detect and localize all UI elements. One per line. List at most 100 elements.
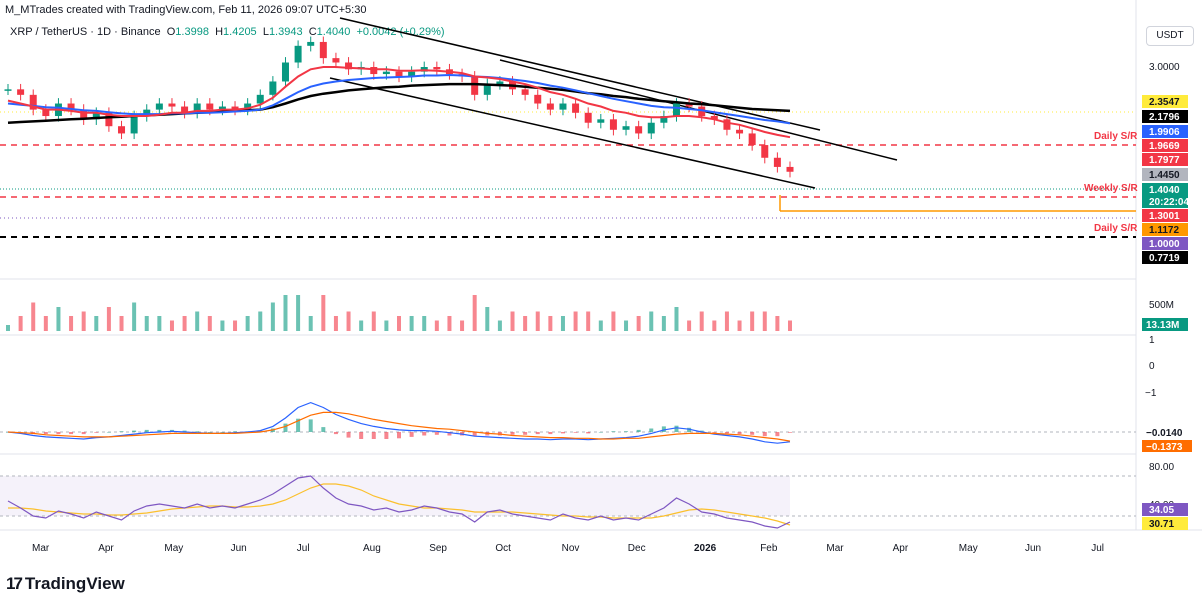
candle-body[interactable] [786, 166, 794, 172]
volume-bar [409, 316, 414, 331]
candle-body[interactable] [67, 103, 75, 110]
tradingview-logo[interactable]: 17 TradingView [6, 574, 125, 594]
candle-body[interactable] [382, 71, 390, 75]
macd-histogram-bar [737, 432, 742, 435]
candle-body[interactable] [534, 94, 542, 104]
candle-body[interactable] [408, 71, 416, 77]
candle-body[interactable] [281, 62, 289, 82]
low-label: L [262, 26, 269, 38]
candle-body[interactable] [218, 106, 226, 110]
candle-body[interactable] [4, 89, 12, 91]
macd-histogram-bar [119, 431, 124, 432]
candle-body[interactable] [256, 94, 264, 104]
candle-body[interactable] [521, 89, 529, 95]
candle-body[interactable] [660, 116, 668, 123]
macd-histogram-bar [359, 432, 364, 439]
channel-lower-line[interactable] [329, 77, 816, 189]
price-axis-badge [1142, 110, 1188, 123]
candle-body[interactable] [244, 103, 252, 110]
candle-body[interactable] [584, 112, 592, 123]
candle-body[interactable] [319, 41, 327, 59]
candle-body[interactable] [105, 112, 113, 127]
candle-body[interactable] [546, 103, 554, 110]
candle-body[interactable] [433, 67, 441, 70]
candle-body[interactable] [130, 116, 138, 134]
time-axis-label: Apr [98, 543, 114, 554]
currency-button[interactable]: USDT [1146, 26, 1194, 46]
macd-histogram-bar [296, 418, 301, 432]
candle-body[interactable] [307, 41, 315, 46]
volume-bar [762, 311, 767, 331]
volume-last-badge [1142, 318, 1188, 331]
candle-body[interactable] [559, 103, 567, 110]
candle-body[interactable] [597, 119, 605, 123]
tradingview-mark-icon: 17 [6, 574, 23, 593]
volume-bar [296, 295, 301, 331]
candle-body[interactable] [181, 106, 189, 113]
candle-body[interactable] [294, 45, 302, 63]
volume-bar [94, 316, 99, 331]
time-axis-label: May [959, 543, 978, 554]
candle-body[interactable] [483, 84, 491, 95]
candle-body[interactable] [685, 103, 693, 107]
price-axis-badge [1142, 195, 1188, 208]
time-axis-label: Apr [893, 543, 909, 554]
macd-histogram-bar [535, 432, 540, 435]
ema100-line [7, 73, 791, 125]
candle-body[interactable] [42, 109, 50, 117]
candle-body[interactable] [736, 129, 744, 134]
macd-histogram-bar [132, 430, 137, 432]
candle-body[interactable] [723, 119, 731, 130]
candle-body[interactable] [269, 81, 277, 95]
candle-body[interactable] [345, 62, 353, 70]
candle-body[interactable] [155, 103, 163, 110]
macd-histogram-bar [712, 432, 717, 433]
candle-body[interactable] [395, 71, 403, 77]
candle-body[interactable] [748, 133, 756, 146]
volume-last-value: 13.13M [1146, 320, 1179, 331]
candle-body[interactable] [29, 94, 37, 110]
price-tick-label: 3.0000 [1149, 62, 1180, 73]
volume-bar [535, 311, 540, 331]
symbol-name[interactable]: XRP / TetherUS · 1D · Binance [10, 26, 161, 38]
time-axis: Mar Apr May Jun Jul Aug Sep Oct Nov Dec 2026 Feb Mar… [32, 543, 1104, 554]
candle-body[interactable] [622, 126, 630, 130]
daily-sr-label-upper: Daily S/R [1094, 131, 1138, 142]
macd-histogram-bar [321, 427, 326, 432]
volume-bar [460, 320, 465, 331]
candle-body[interactable] [710, 116, 718, 120]
candle-body[interactable] [672, 103, 680, 117]
candle-body[interactable] [635, 126, 643, 134]
high-label: H [215, 26, 224, 38]
candle-body[interactable] [332, 58, 340, 63]
candle-body[interactable] [761, 145, 769, 158]
candle-body[interactable] [773, 157, 781, 167]
price-axis-badge [1142, 223, 1188, 236]
candle-body[interactable] [609, 119, 617, 130]
volume-bar [397, 316, 401, 331]
volume-bar [346, 311, 351, 331]
channel-upper-line[interactable] [339, 17, 821, 131]
candle-body[interactable] [231, 106, 239, 110]
candle-body[interactable] [206, 103, 214, 110]
candle-body[interactable] [143, 109, 151, 117]
volume-bar [6, 325, 10, 331]
volume-bar [258, 311, 263, 331]
candle-body[interactable] [647, 122, 655, 134]
candle-body[interactable] [370, 67, 378, 75]
candle-body[interactable] [471, 76, 479, 95]
candle-body[interactable] [17, 89, 25, 95]
volume-bar [434, 320, 439, 331]
candle-body[interactable] [193, 103, 201, 113]
candle-body[interactable] [496, 81, 504, 85]
price-axis-badge [1142, 251, 1188, 264]
macd-histogram-bar [258, 430, 263, 432]
volume-bar [447, 316, 452, 331]
candle-body[interactable] [118, 126, 126, 134]
candle-body[interactable] [572, 103, 580, 113]
candle-body[interactable] [168, 103, 176, 107]
candle-body[interactable] [92, 112, 100, 120]
candle-body[interactable] [80, 109, 88, 120]
volume-bar [497, 320, 502, 331]
